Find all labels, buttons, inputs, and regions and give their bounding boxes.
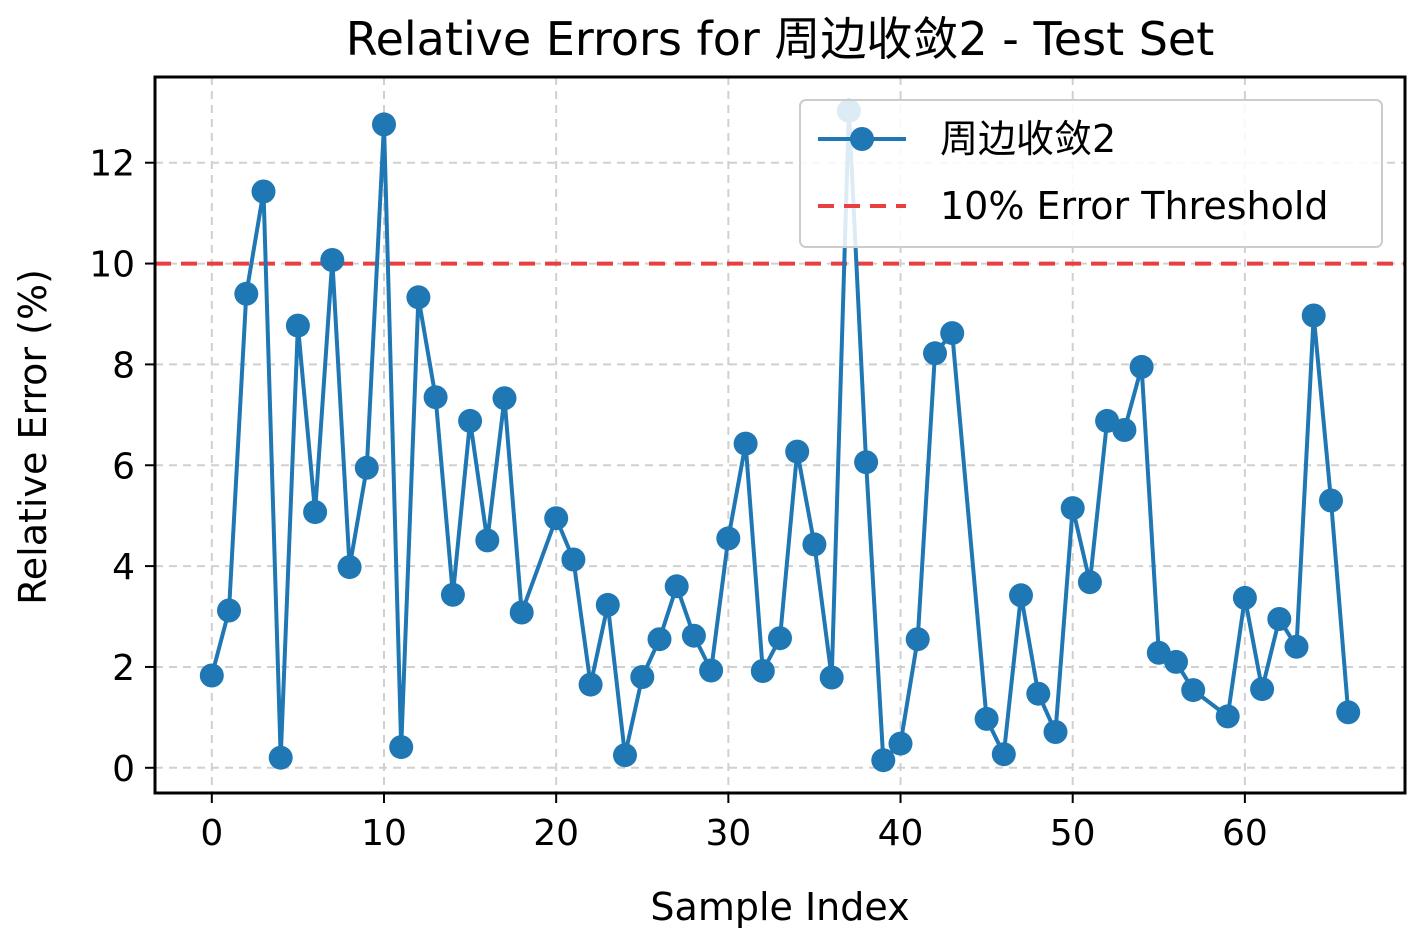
data-point — [1129, 354, 1154, 379]
data-point — [1267, 607, 1292, 631]
data-point — [1215, 704, 1240, 729]
data-point — [923, 341, 947, 366]
data-point — [854, 450, 879, 475]
data-point — [234, 281, 259, 306]
data-point — [819, 665, 844, 690]
data-point — [733, 431, 758, 456]
data-point — [199, 663, 224, 688]
data-point — [509, 600, 534, 625]
data-point — [268, 745, 293, 770]
y-tick-label: 12 — [89, 144, 135, 185]
data-point — [544, 506, 569, 531]
data-point — [1026, 681, 1051, 706]
data-point — [492, 386, 517, 411]
x-tick-label: 10 — [361, 813, 407, 854]
data-point — [888, 731, 913, 756]
legend: 周边收敛2 10% Error Threshold — [799, 99, 1383, 248]
data-point — [285, 313, 310, 338]
data-point — [802, 532, 827, 557]
data-point — [440, 582, 465, 607]
data-point — [423, 385, 448, 410]
x-tick-label: 60 — [1222, 813, 1268, 854]
data-point — [1043, 720, 1068, 744]
y-tick-label: 0 — [112, 749, 135, 790]
data-point — [1060, 496, 1085, 521]
data-point — [1112, 418, 1137, 442]
data-point — [475, 528, 500, 553]
data-point — [389, 735, 414, 760]
data-point — [1319, 488, 1343, 513]
data-point — [1284, 634, 1309, 659]
data-point — [354, 455, 379, 480]
data-point — [664, 574, 689, 599]
y-ticks: 0 2 4 6 8 10 12 — [89, 144, 155, 790]
data-point — [1232, 585, 1257, 610]
chart-title: Relative Errors for 周边收敛2 - Test Set — [346, 12, 1215, 66]
data-point — [372, 112, 396, 137]
data-point — [1077, 570, 1102, 595]
data-point — [251, 179, 276, 204]
y-tick-label: 2 — [112, 648, 135, 689]
data-point — [337, 555, 362, 580]
data-point — [406, 285, 431, 310]
legend-threshold-label: 10% Error Threshold — [940, 184, 1329, 228]
data-point — [768, 626, 792, 651]
data-point — [699, 658, 724, 683]
x-tick-label: 30 — [705, 813, 751, 854]
y-tick-label: 10 — [89, 245, 135, 286]
x-tick-label: 40 — [878, 813, 924, 854]
data-point — [1250, 677, 1275, 702]
data-point — [217, 598, 241, 623]
x-tick-label: 50 — [1050, 813, 1096, 854]
data-point — [578, 672, 603, 697]
y-tick-label: 4 — [112, 547, 135, 588]
x-ticks: 0 10 20 30 40 50 60 — [200, 793, 1268, 854]
data-point — [905, 627, 930, 652]
data-point — [320, 248, 345, 272]
data-point — [940, 321, 965, 346]
x-tick-label: 0 — [200, 813, 223, 854]
data-point — [613, 743, 637, 768]
data-point — [303, 500, 328, 525]
legend-frame — [799, 99, 1383, 248]
data-point — [681, 623, 706, 648]
data-point — [1009, 583, 1033, 608]
data-point — [974, 706, 999, 731]
data-point — [630, 665, 655, 689]
data-point — [991, 742, 1016, 767]
data-point — [458, 408, 483, 433]
plot-frame — [153, 75, 1407, 795]
data-point — [1181, 678, 1206, 703]
data-point — [750, 659, 775, 683]
series-line — [209, 108, 1351, 763]
data-point — [716, 526, 741, 551]
legend-series-label: 周边收敛2 — [940, 117, 1116, 161]
y-tick-label: 8 — [112, 345, 135, 386]
data-point — [595, 592, 620, 617]
data-point — [561, 547, 586, 572]
x-axis-label: Sample Index — [650, 885, 909, 929]
legend-series-marker — [850, 127, 874, 151]
y-tick-label: 6 — [112, 446, 135, 487]
data-point — [1164, 649, 1188, 674]
x-tick-label: 20 — [533, 813, 579, 854]
y-axis-label: Relative Error (%) — [11, 269, 55, 605]
data-point — [647, 627, 672, 652]
data-point — [1336, 700, 1361, 725]
data-point — [871, 748, 896, 773]
data-point — [785, 439, 810, 464]
data-point — [1301, 303, 1326, 328]
series-layer — [199, 98, 1361, 773]
